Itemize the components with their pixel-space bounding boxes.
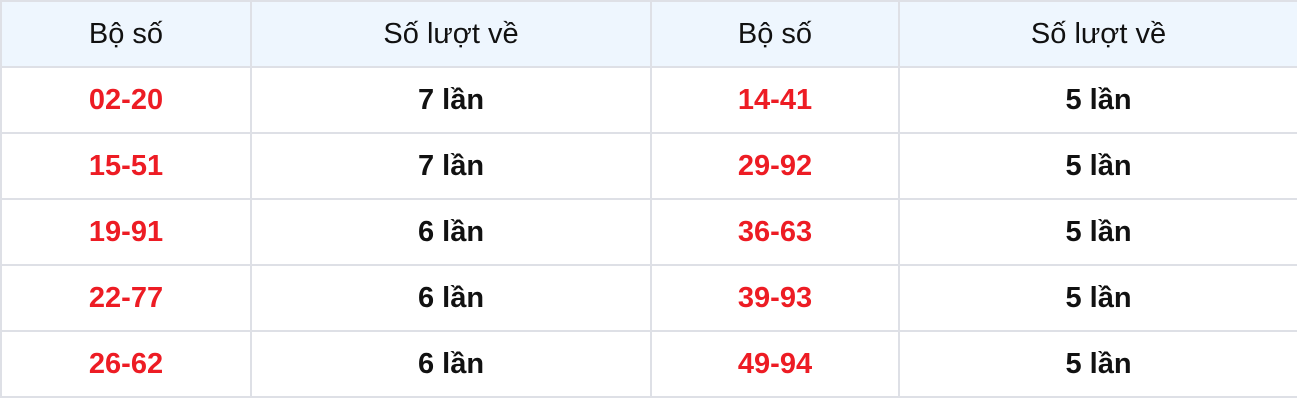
table-row: 19-91 6 lần 36-63 5 lần	[0, 198, 1297, 266]
header-count: Số lượt về	[250, 0, 652, 68]
header-pair: Bộ số	[650, 0, 900, 68]
count: 5 lần	[898, 132, 1297, 200]
table-row: 15-51 7 lần 29-92 5 lần	[0, 132, 1297, 200]
number-pair: 14-41	[650, 66, 900, 134]
count: 5 lần	[898, 198, 1297, 266]
table-row: 26-62 6 lần 49-94 5 lần	[0, 330, 1297, 398]
count: 5 lần	[898, 66, 1297, 134]
table-row: 22-77 6 lần 39-93 5 lần	[0, 264, 1297, 332]
number-pair: 26-62	[0, 330, 252, 398]
count: 6 lần	[250, 264, 652, 332]
count: 5 lần	[898, 330, 1297, 398]
number-pair: 15-51	[0, 132, 252, 200]
count: 5 lần	[898, 264, 1297, 332]
count: 7 lần	[250, 66, 652, 134]
number-pair: 22-77	[0, 264, 252, 332]
table-row: 02-20 7 lần 14-41 5 lần	[0, 66, 1297, 134]
header-row: Bộ số Số lượt về Bộ số Số lượt về	[0, 0, 1297, 68]
count: 6 lần	[250, 198, 652, 266]
number-pair: 36-63	[650, 198, 900, 266]
number-pair: 29-92	[650, 132, 900, 200]
header-count: Số lượt về	[898, 0, 1297, 68]
count: 7 lần	[250, 132, 652, 200]
number-pair: 02-20	[0, 66, 252, 134]
number-pair: 39-93	[650, 264, 900, 332]
count: 6 lần	[250, 330, 652, 398]
header-pair: Bộ số	[0, 0, 252, 68]
number-pair: 19-91	[0, 198, 252, 266]
number-pair: 49-94	[650, 330, 900, 398]
